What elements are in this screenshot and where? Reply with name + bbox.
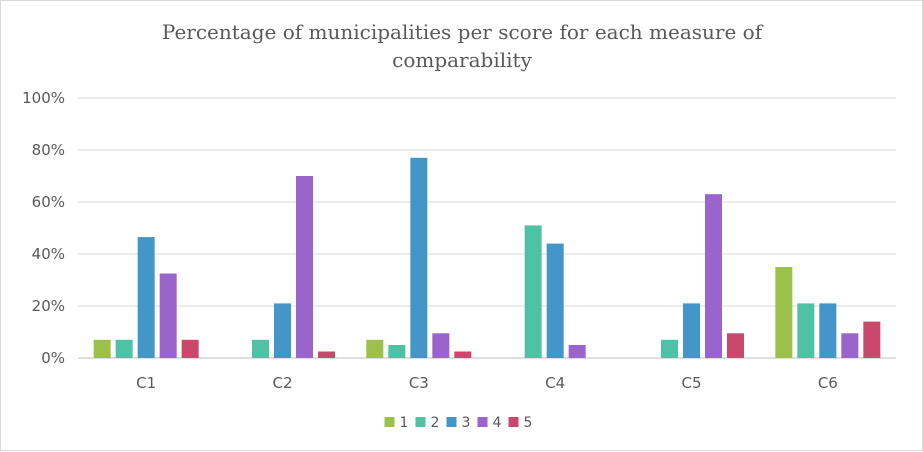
legend-swatch-5 — [508, 417, 519, 427]
chart-title-line-2: comparability — [392, 48, 532, 72]
legend-label-2: 2 — [431, 415, 440, 431]
bar-c1-score-3 — [137, 237, 155, 358]
bars — [93, 157, 881, 358]
x-tick-label: C1 — [136, 374, 156, 392]
bar-c6-score-4 — [841, 333, 859, 358]
bar-c2-score-3 — [274, 303, 291, 358]
y-tick-label: 100% — [22, 89, 65, 107]
bar-c1-score-2 — [115, 339, 133, 358]
bar-c2-score-5 — [318, 351, 335, 358]
chart-title: Percentage of municipalities per score f… — [162, 20, 764, 72]
legend-swatch-1 — [384, 417, 395, 427]
x-axis-tick-labels: C1 C2 C3 C4 C5 C6 — [136, 374, 838, 392]
bar-c6-score-1 — [775, 267, 793, 358]
legend-label-3: 3 — [462, 415, 471, 431]
x-tick-label: C6 — [818, 374, 838, 392]
bar-c3-score-4 — [432, 333, 450, 358]
legend-label-5: 5 — [524, 415, 533, 431]
legend-swatch-2 — [415, 417, 426, 427]
bar-c4-score-3 — [546, 243, 564, 358]
bar-c4-score-2 — [524, 225, 542, 358]
x-tick-label: C3 — [409, 374, 429, 392]
bar-c1-score-4 — [159, 273, 177, 358]
legend: 1 2 3 4 5 — [384, 415, 533, 431]
y-tick-label: 20% — [32, 297, 65, 315]
y-tick-label: 60% — [32, 193, 65, 211]
bar-c1-score-1 — [93, 339, 111, 358]
bar-c6-score-2 — [797, 303, 815, 358]
x-tick-label: C4 — [545, 374, 565, 392]
bar-c5-score-5 — [727, 333, 744, 358]
y-tick-label: 80% — [32, 141, 65, 159]
chart-title-line-1: Percentage of municipalities per score f… — [162, 20, 764, 44]
legend-label-4: 4 — [493, 415, 502, 431]
y-tick-label: 0% — [41, 349, 65, 367]
x-tick-label: C5 — [681, 374, 701, 392]
bar-c4-score-4 — [568, 345, 586, 358]
bar-c5-score-3 — [683, 303, 700, 358]
x-tick-label: C2 — [272, 374, 292, 392]
y-tick-label: 40% — [32, 245, 65, 263]
y-axis-tick-labels: 0% 20% 40% 60% 80% 100% — [22, 89, 65, 367]
gridlines — [78, 97, 896, 359]
bar-c5-score-2 — [661, 339, 678, 358]
bar-c3-score-5 — [454, 351, 472, 358]
bar-c6-score-3 — [819, 303, 837, 358]
bar-c5-score-4 — [705, 194, 722, 358]
legend-swatch-3 — [446, 417, 457, 427]
bar-c2-score-4 — [296, 176, 313, 358]
legend-label-1: 1 — [400, 415, 409, 431]
bar-c1-score-5 — [181, 339, 199, 358]
legend-swatch-4 — [477, 417, 488, 427]
bar-c3-score-3 — [410, 157, 428, 358]
bar-c6-score-5 — [863, 321, 881, 358]
bar-c3-score-2 — [388, 345, 406, 358]
bar-c3-score-1 — [366, 339, 384, 358]
bar-c2-score-2 — [252, 339, 269, 358]
